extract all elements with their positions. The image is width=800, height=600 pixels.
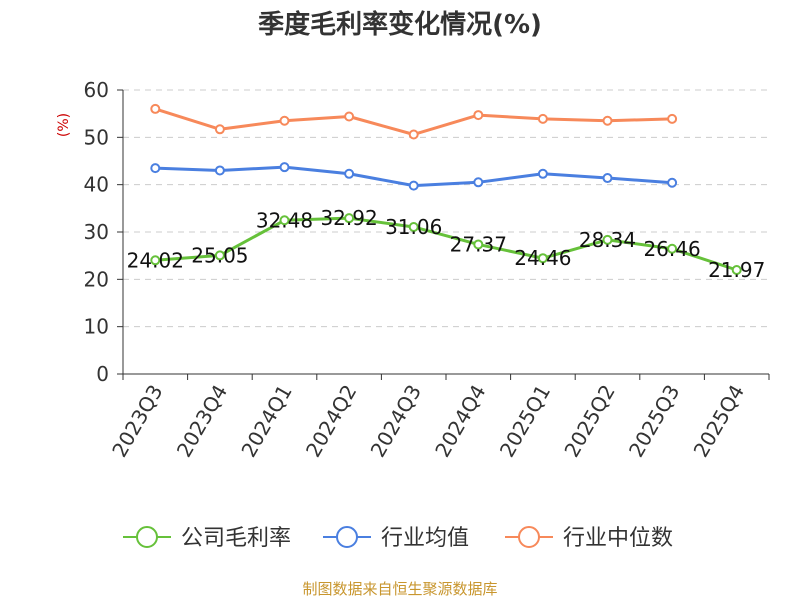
data-labels: 24.02 25.05 32.48 32.92 31.06 27.37 24.46 28.34… bbox=[127, 206, 766, 282]
source-note: 制图数据来自恒生聚源数据库 bbox=[302, 580, 497, 598]
x-tick-label: 2025Q4 bbox=[689, 381, 749, 462]
legend-marker bbox=[336, 526, 358, 548]
data-point bbox=[279, 162, 290, 173]
x-tick-label: 2024Q3 bbox=[366, 381, 426, 462]
y-tick-labels: 0 10 20 30 40 50 60 bbox=[84, 78, 109, 386]
x-tick-label: 2024Q1 bbox=[236, 381, 296, 462]
y-axis-label: (%) bbox=[56, 113, 72, 137]
y-tick-label: 0 bbox=[96, 362, 109, 386]
data-point bbox=[150, 255, 161, 266]
legend-item[interactable]: 公司毛利率 bbox=[123, 526, 291, 551]
legend-label: 行业均值 bbox=[381, 526, 469, 551]
data-label: 31.06 bbox=[385, 215, 442, 239]
data-point bbox=[473, 110, 484, 121]
legend-marker bbox=[136, 526, 158, 548]
series-lines bbox=[150, 103, 742, 276]
data-point bbox=[667, 243, 678, 254]
y-tick-label: 10 bbox=[84, 315, 109, 339]
data-point bbox=[408, 221, 419, 232]
data-point bbox=[602, 234, 613, 245]
data-label: 32.48 bbox=[256, 208, 313, 232]
axes bbox=[117, 89, 770, 380]
data-point bbox=[214, 165, 225, 176]
x-tick-label: 2023Q3 bbox=[107, 381, 167, 462]
data-label: 28.34 bbox=[579, 228, 636, 252]
y-tick-label: 50 bbox=[84, 125, 109, 149]
x-tick-label: 2024Q2 bbox=[301, 381, 361, 462]
data-point bbox=[537, 113, 548, 124]
data-point bbox=[214, 250, 225, 261]
data-point bbox=[667, 177, 678, 188]
data-label: 24.02 bbox=[127, 248, 184, 272]
x-tick-label: 2025Q2 bbox=[559, 381, 619, 462]
y-tick-label: 30 bbox=[84, 220, 109, 244]
data-point bbox=[279, 215, 290, 226]
data-label: 26.46 bbox=[643, 237, 700, 261]
data-point bbox=[473, 177, 484, 188]
x-tick-label: 2025Q1 bbox=[495, 381, 555, 462]
y-tick-label: 40 bbox=[84, 173, 109, 197]
data-point bbox=[344, 111, 355, 122]
data-label: 32.92 bbox=[320, 206, 377, 230]
data-point bbox=[537, 168, 548, 179]
data-point bbox=[602, 173, 613, 184]
x-tick-label: 2023Q4 bbox=[172, 381, 232, 462]
data-point bbox=[408, 180, 419, 191]
data-point bbox=[408, 129, 419, 140]
data-label: 25.05 bbox=[191, 243, 248, 267]
data-point bbox=[214, 124, 225, 135]
x-tick-label: 2025Q3 bbox=[624, 381, 684, 462]
y-tick-label: 60 bbox=[84, 78, 109, 102]
data-point bbox=[731, 265, 742, 276]
legend-item[interactable]: 行业中位数 bbox=[505, 526, 673, 551]
data-point bbox=[344, 213, 355, 224]
chart-title: 季度毛利率变化情况(%) bbox=[258, 9, 542, 40]
data-label: 27.37 bbox=[450, 232, 507, 256]
data-point bbox=[344, 168, 355, 179]
legend-label: 公司毛利率 bbox=[181, 526, 291, 551]
legend[interactable]: 公司毛利率 行业均值 行业中位数 bbox=[123, 526, 673, 551]
data-point bbox=[279, 115, 290, 126]
data-label: 24.46 bbox=[514, 246, 571, 270]
x-tick-labels: 2023Q3 2023Q4 2024Q1 2024Q2 2024Q3 2024Q4 2025… bbox=[107, 381, 749, 462]
legend-label: 行业中位数 bbox=[563, 526, 673, 551]
data-point bbox=[602, 115, 613, 126]
x-tick-label: 2024Q4 bbox=[430, 381, 490, 462]
series-line bbox=[155, 216, 738, 272]
data-label: 21.97 bbox=[708, 258, 765, 282]
y-tick-label: 20 bbox=[84, 267, 109, 291]
data-point bbox=[667, 113, 678, 124]
data-point bbox=[150, 163, 161, 174]
data-point bbox=[150, 103, 161, 114]
legend-item[interactable]: 行业均值 bbox=[323, 526, 469, 551]
legend-marker bbox=[518, 526, 540, 548]
data-point bbox=[473, 239, 484, 250]
data-point bbox=[537, 253, 548, 264]
